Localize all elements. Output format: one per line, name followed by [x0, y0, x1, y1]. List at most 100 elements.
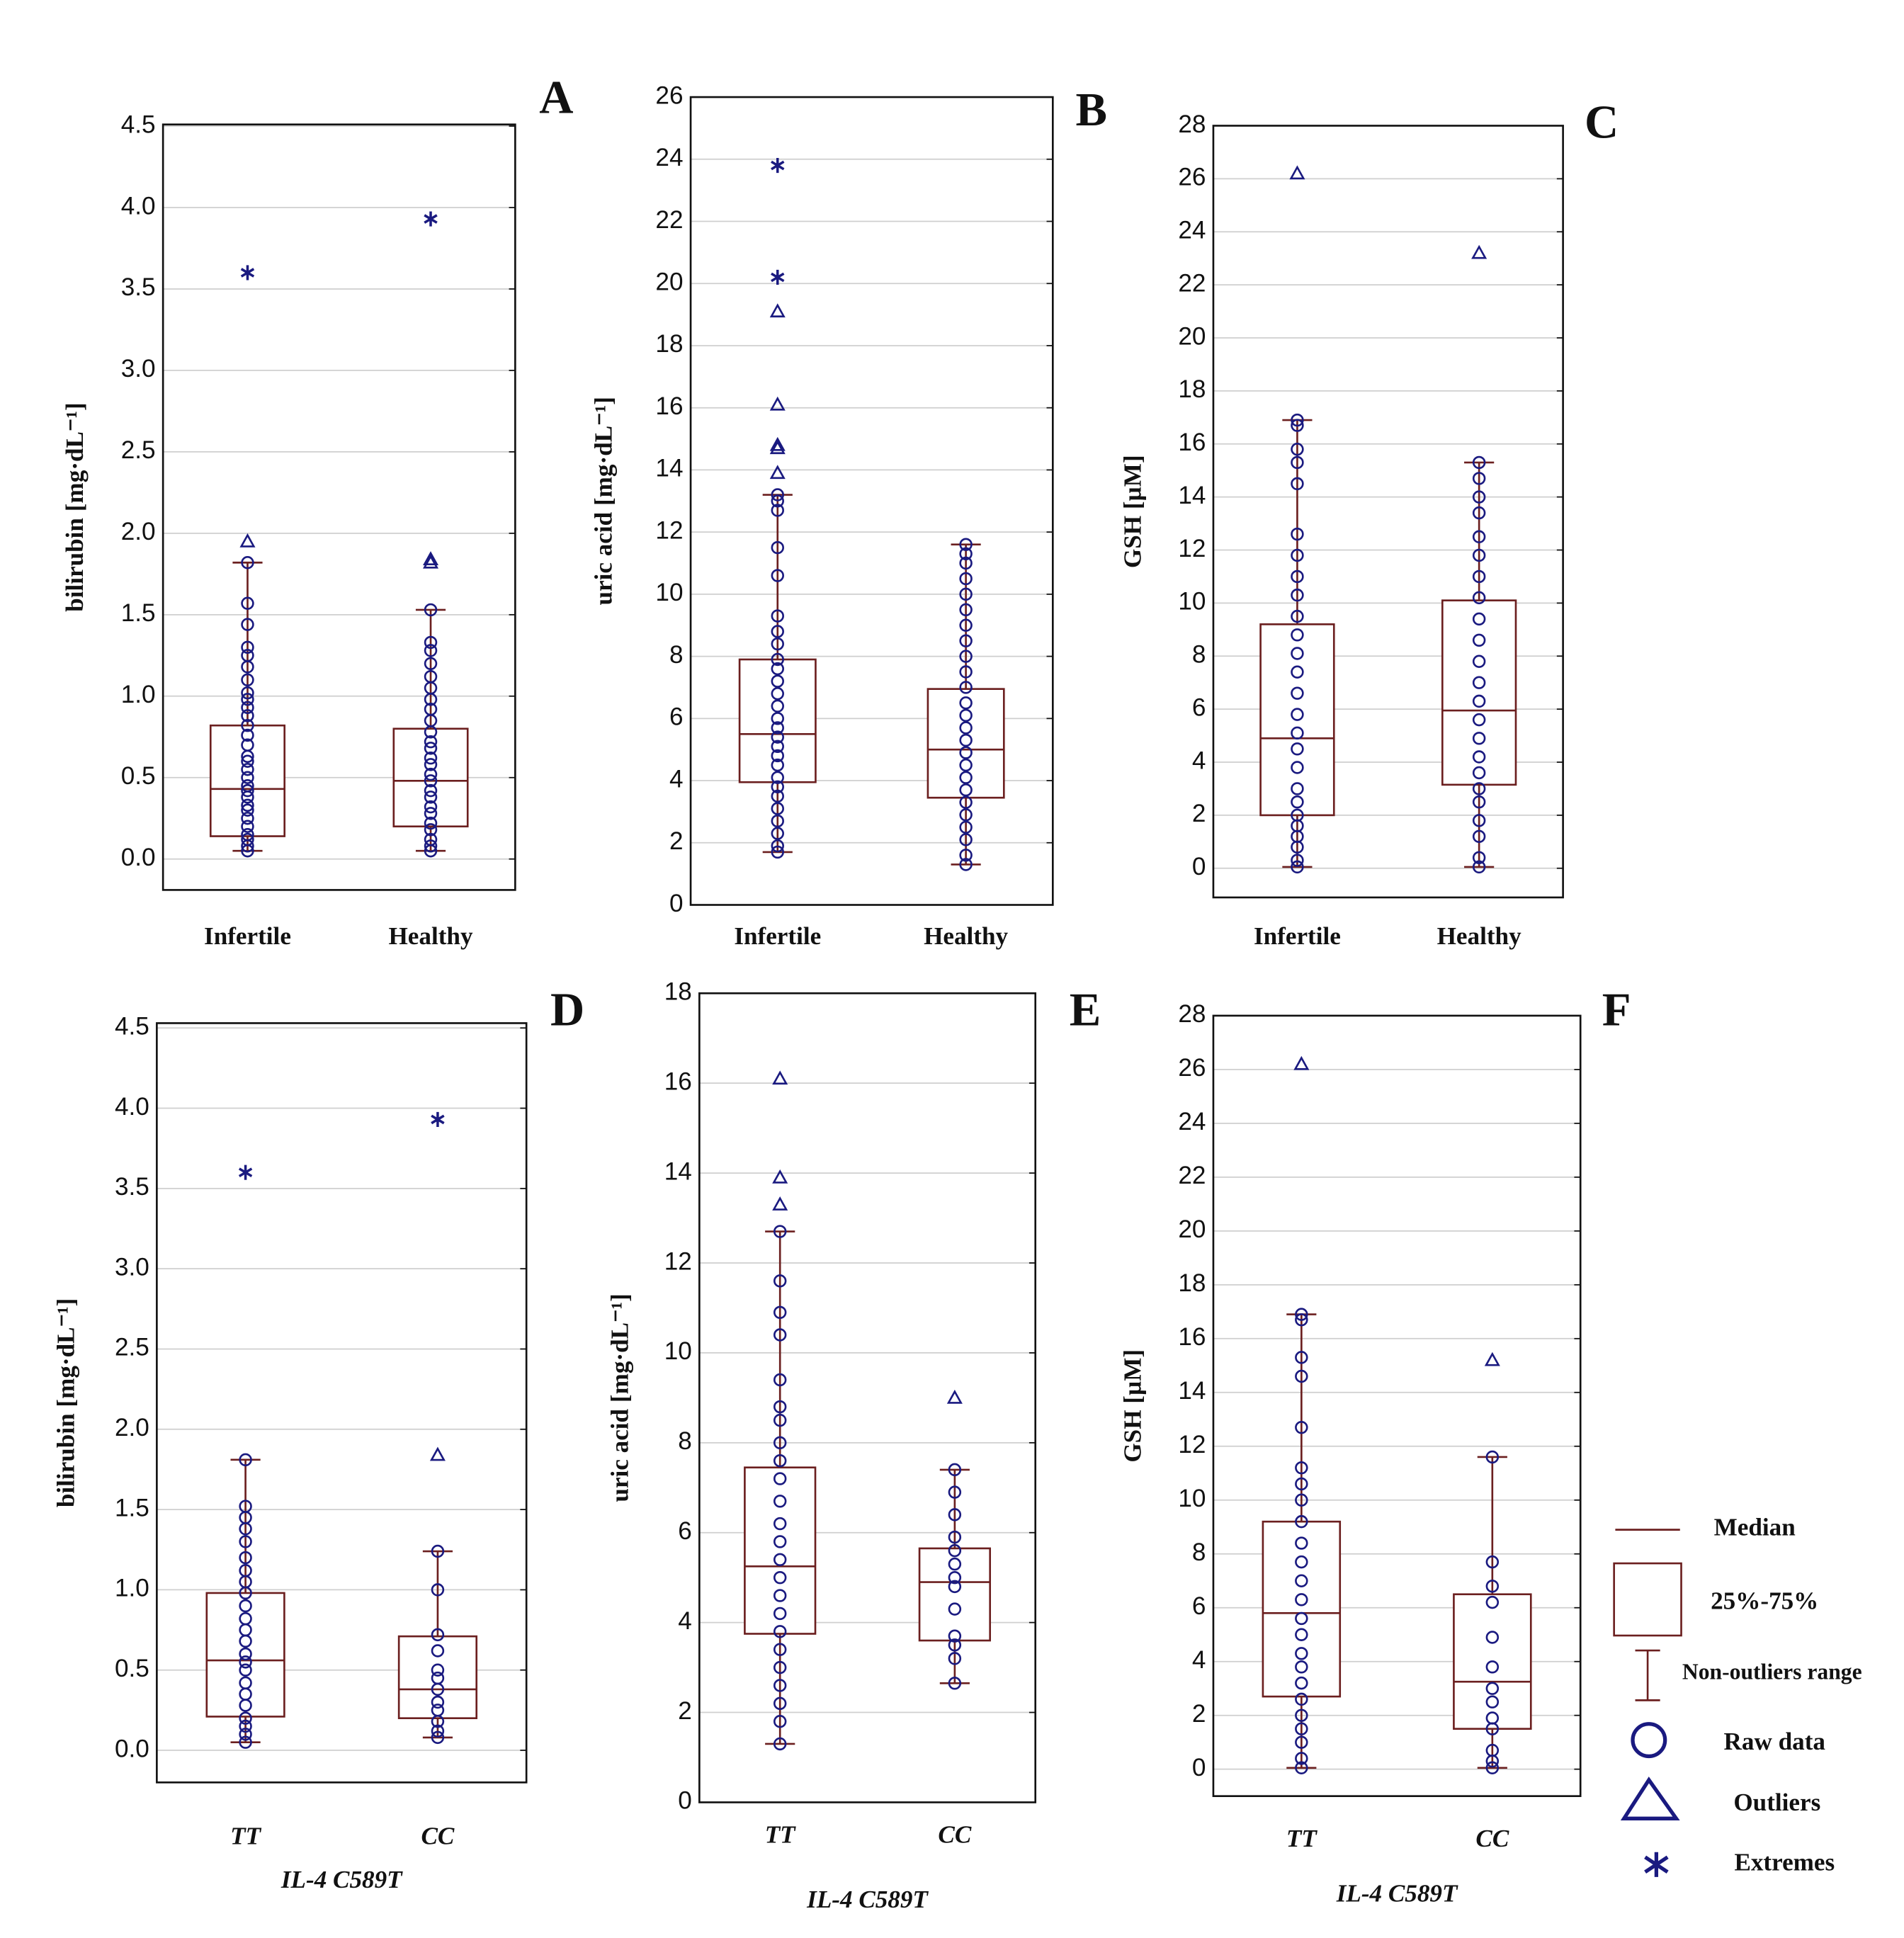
raw-point — [959, 634, 973, 647]
raw-point — [1472, 795, 1486, 809]
raw-point — [773, 1495, 787, 1508]
raw-point — [1472, 860, 1486, 874]
raw-point — [1295, 1351, 1308, 1364]
raw-point — [959, 618, 973, 632]
legend — [1613, 1529, 1682, 1877]
raw-point — [773, 1606, 787, 1621]
raw-point — [1295, 1477, 1308, 1491]
raw-point — [1291, 782, 1304, 795]
raw-point — [241, 754, 254, 768]
legend-triangle-symbol — [1620, 1776, 1680, 1820]
y-tick-label: 2 — [669, 827, 684, 855]
y-tick-label: 0.5 — [115, 1655, 149, 1682]
y-tick-label: 12 — [664, 1247, 692, 1275]
raw-point — [424, 816, 438, 830]
box — [918, 1547, 991, 1642]
y-tick-label: 0.0 — [121, 844, 156, 871]
outlier — [769, 436, 786, 451]
legend-label: Extremes — [1734, 1848, 1835, 1876]
raw-point — [1485, 1682, 1500, 1695]
raw-point — [1295, 1514, 1308, 1529]
panel-label: D — [550, 984, 584, 1036]
panel-label: A — [539, 72, 573, 123]
y-tick-label: 14 — [664, 1157, 692, 1185]
raw-point — [431, 1695, 445, 1709]
raw-point — [239, 1719, 252, 1733]
extreme — [771, 158, 785, 174]
raw-point — [241, 828, 254, 842]
raw-point — [1472, 654, 1486, 668]
outlier — [1289, 165, 1305, 180]
raw-point — [1472, 732, 1486, 745]
raw-point — [773, 1472, 787, 1485]
x-tick-label: CC — [1475, 1825, 1509, 1852]
outlier — [422, 554, 439, 569]
box — [1262, 1520, 1342, 1698]
raw-point — [1291, 665, 1304, 679]
y-tick-label: 22 — [1178, 269, 1206, 297]
raw-point — [771, 721, 784, 735]
raw-point — [959, 572, 973, 586]
x-tick-label: TT — [1286, 1825, 1318, 1852]
raw-point — [424, 774, 438, 788]
raw-point — [959, 733, 973, 747]
raw-point — [424, 603, 438, 617]
extreme — [240, 265, 255, 280]
raw-point — [431, 1704, 445, 1717]
raw-point — [241, 779, 254, 793]
raw-point — [1472, 829, 1486, 844]
y-tick-label: 6 — [1192, 693, 1206, 721]
y-tick-label: 8 — [1192, 641, 1206, 669]
raw-point — [1291, 419, 1304, 432]
legend-whisker-symbol — [1635, 1649, 1660, 1701]
raw-point — [1472, 530, 1486, 544]
raw-point — [1295, 1574, 1308, 1587]
raw-point — [431, 1583, 445, 1597]
raw-point — [948, 1652, 962, 1665]
raw-point — [773, 1400, 787, 1414]
legend-label: Outliers — [1733, 1789, 1820, 1816]
raw-point — [1295, 1611, 1308, 1626]
plot-frame — [698, 992, 1037, 1803]
y-tick-label: 14 — [1178, 482, 1206, 509]
raw-point — [241, 693, 254, 706]
y-axis-label: GSH [µM] — [1118, 1349, 1146, 1463]
raw-point — [239, 1728, 252, 1741]
y-tick-label: 0.5 — [121, 762, 156, 790]
raw-point — [1472, 612, 1486, 626]
y-tick-label: 10 — [664, 1337, 692, 1365]
raw-point — [959, 603, 973, 617]
raw-point — [424, 807, 438, 820]
raw-point — [1295, 1420, 1308, 1434]
raw-point — [771, 625, 784, 638]
raw-point — [1472, 814, 1486, 827]
y-tick-label: 0.0 — [115, 1735, 149, 1762]
raw-point — [773, 1570, 787, 1585]
raw-point — [771, 687, 784, 701]
panel-label: E — [1070, 984, 1101, 1036]
raw-point — [773, 1305, 787, 1320]
x-tick-label: Healthy — [1437, 922, 1522, 950]
raw-point — [241, 812, 254, 825]
raw-point — [1485, 1695, 1500, 1708]
raw-point — [241, 618, 254, 631]
raw-point — [431, 1663, 445, 1677]
raw-point — [1291, 854, 1304, 867]
raw-point — [959, 696, 973, 710]
x-tick-label: Healthy — [924, 922, 1008, 950]
y-tick-label: 4 — [1192, 747, 1206, 774]
x-tick-label: TT — [230, 1822, 261, 1849]
y-axis-label: uric acid [mg·dL⁻¹] — [606, 1293, 633, 1502]
outlier — [422, 551, 439, 565]
raw-point — [1485, 1450, 1500, 1464]
raw-point — [1485, 1580, 1500, 1593]
raw-point — [1485, 1711, 1500, 1725]
raw-point — [1295, 1735, 1308, 1749]
legend-label: Median — [1714, 1514, 1796, 1541]
plot-frame — [156, 1022, 528, 1784]
raw-point — [1472, 766, 1486, 780]
panel-label: B — [1076, 84, 1108, 136]
raw-point — [959, 820, 973, 834]
legend-label: 25%-75% — [1711, 1587, 1818, 1614]
raw-point — [771, 845, 784, 859]
